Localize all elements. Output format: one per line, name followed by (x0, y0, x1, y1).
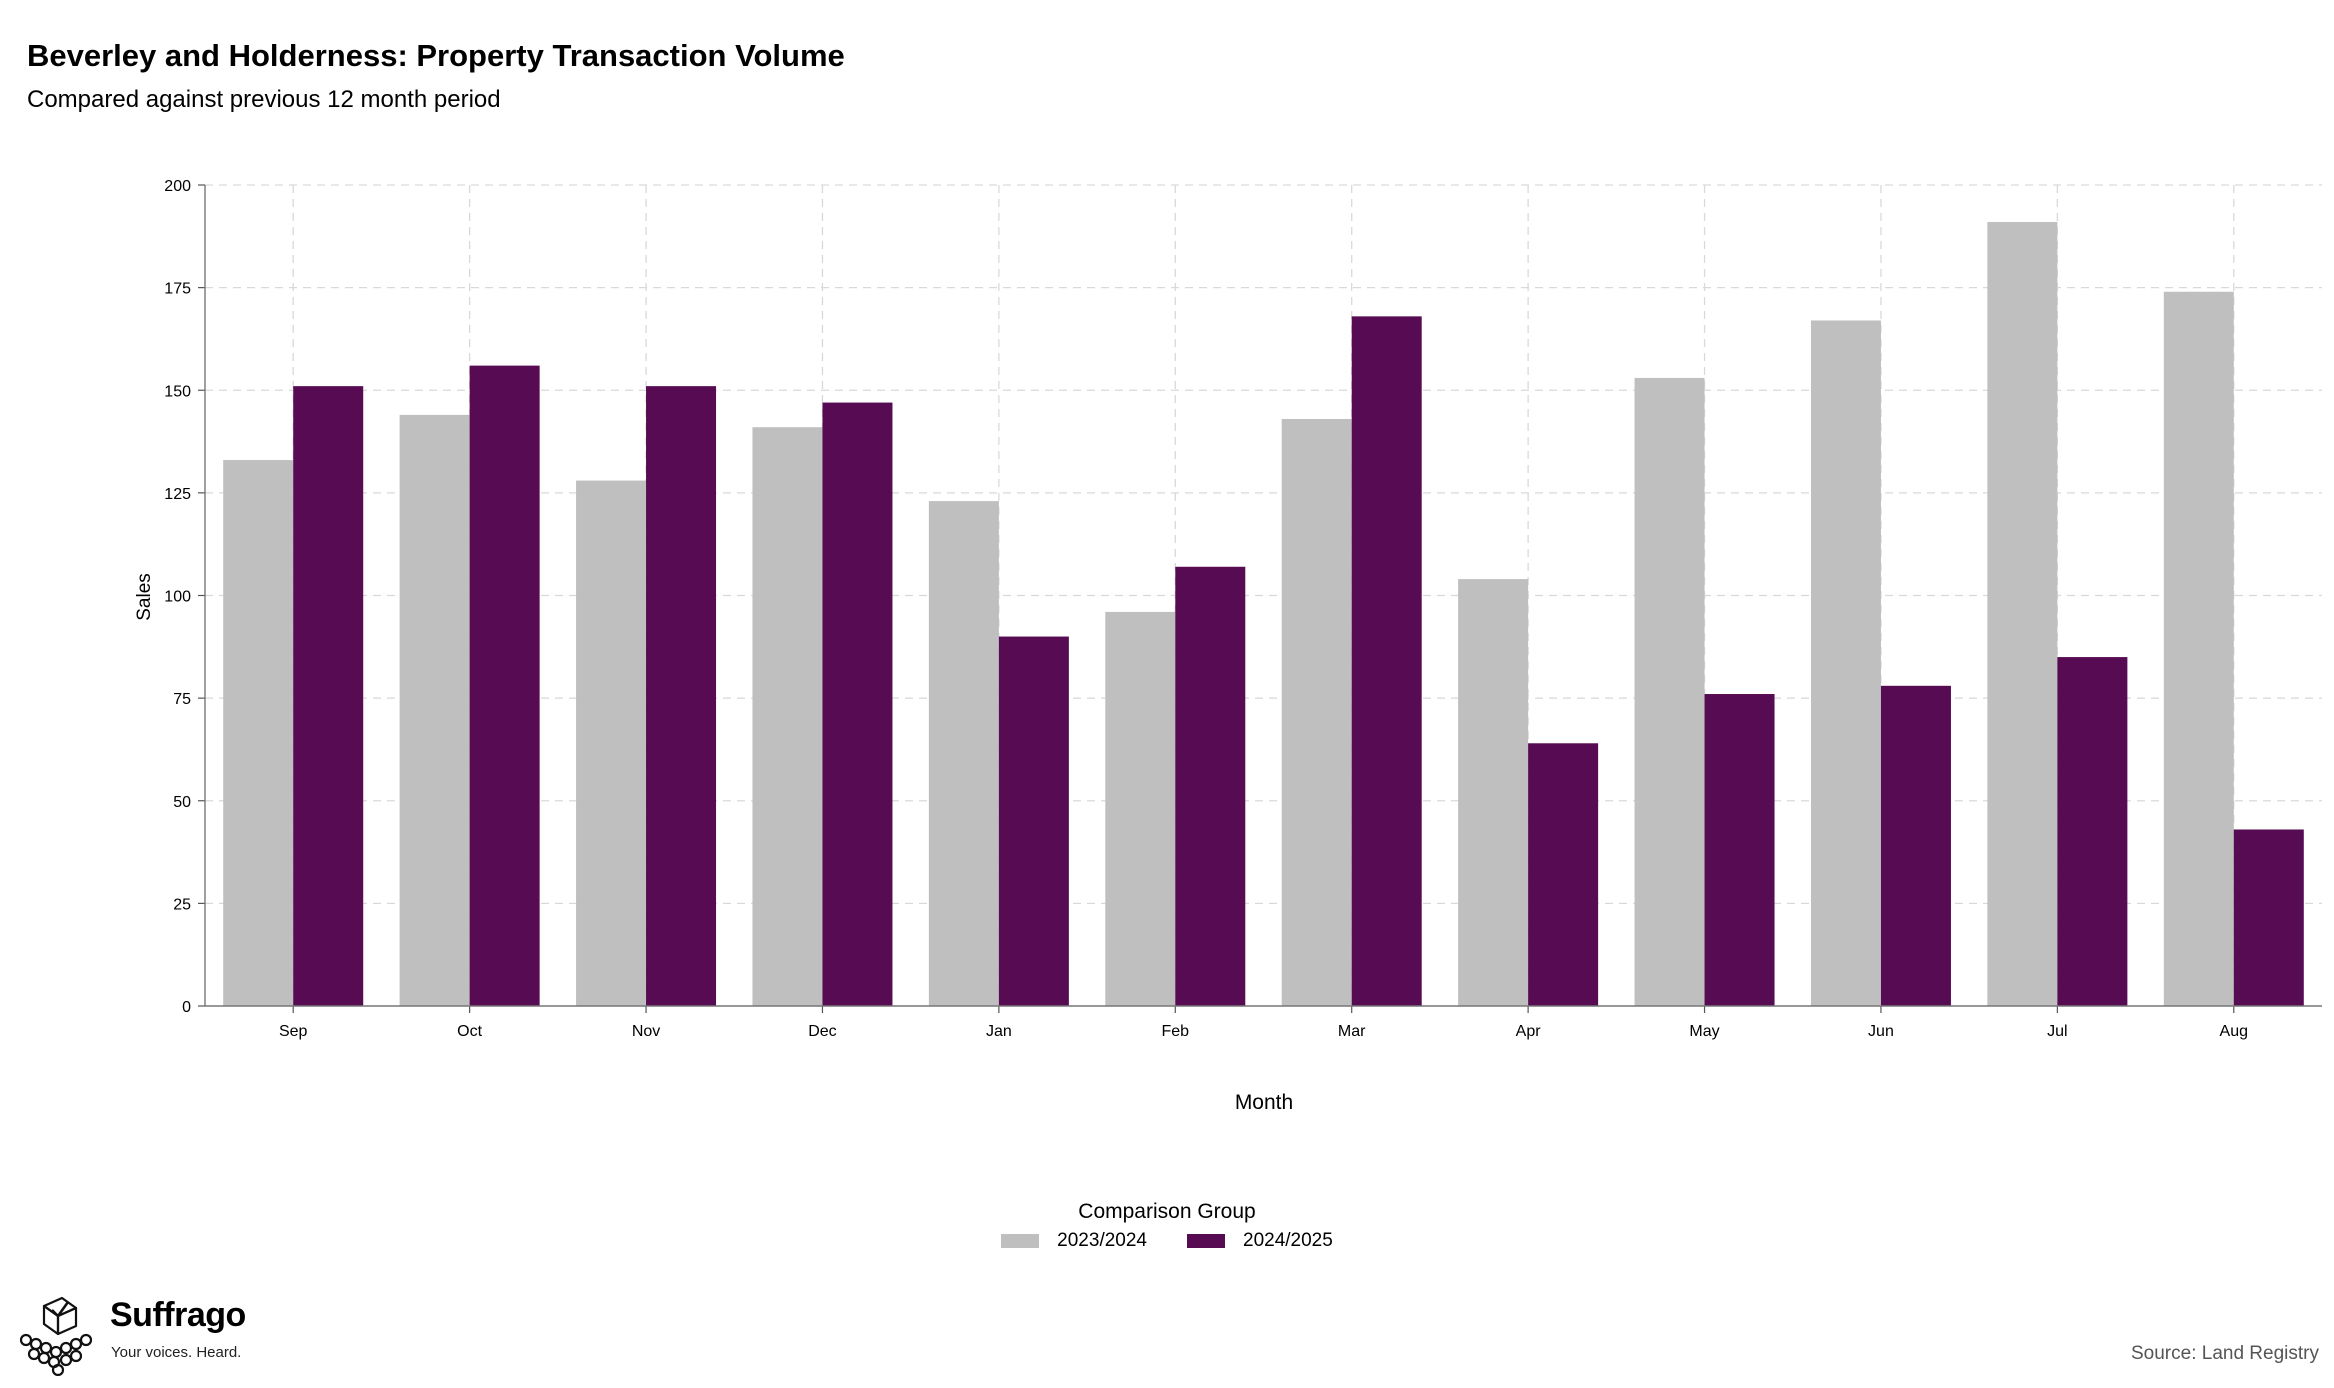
y-tick-label: 125 (164, 486, 191, 503)
x-tick-label: Jul (2047, 1023, 2067, 1040)
brand-tagline: Your voices. Heard. (111, 1344, 242, 1361)
bar-2024-2025-aug (2233, 829, 2304, 1006)
bar-2023-2024-oct (399, 414, 470, 1006)
x-tick-label: Aug (2220, 1023, 2248, 1040)
legend-swatch-2024-2025 (1187, 1234, 1225, 1248)
legend: Comparison Group 2023/2024 2024/2025 (0, 1200, 2334, 1253)
legend-label-2023-2024: 2023/2024 (1057, 1230, 1147, 1251)
legend-label-2024-2025: 2024/2025 (1243, 1230, 1333, 1251)
bar-2023-2024-jun (1810, 320, 1881, 1007)
legend-title: Comparison Group (1078, 1200, 1256, 1223)
bar-2024-2025-mar (1351, 316, 1422, 1006)
bar-2023-2024-may (1634, 377, 1705, 1006)
y-tick-label: 200 (164, 178, 191, 195)
bar-2023-2024-apr (1458, 579, 1529, 1006)
x-tick-label: May (1689, 1023, 1719, 1040)
bar-2024-2025-apr (1528, 743, 1599, 1006)
x-tick-label: Dec (808, 1023, 836, 1040)
brand-logo: Suffrago Your voices. Heard. (14, 1296, 274, 1376)
x-axis-label: Month (1235, 1091, 1293, 1114)
bar-2023-2024-jan (928, 501, 999, 1006)
y-axis-label: Sales (134, 573, 155, 621)
chart-title: Beverley and Holderness: Property Transa… (27, 38, 845, 73)
bar-2024-2025-jan (998, 636, 1069, 1006)
x-tick-label: Oct (457, 1023, 482, 1040)
x-tick-label: Nov (632, 1023, 660, 1040)
bar-2023-2024-aug (2163, 291, 2234, 1007)
chart-subtitle: Compared against previous 12 month perio… (27, 86, 501, 113)
y-tick-label: 75 (173, 691, 191, 708)
x-tick-label: Jun (1868, 1023, 1894, 1040)
brand-name: Suffrago (110, 1296, 246, 1334)
bar-2024-2025-sep (293, 386, 364, 1006)
bar-2024-2025-jul (2057, 657, 2128, 1006)
bar-2023-2024-mar (1281, 418, 1352, 1006)
y-tick-label: 175 (164, 281, 191, 298)
bar-chart: 0 25 50 75 100 125 150 175 200 Sep Oct Nov Dec Jan Feb… (134, 178, 2322, 1114)
source-note: Source: Land Registry (2131, 1343, 2319, 1364)
bar-2023-2024-feb (1105, 611, 1176, 1006)
x-tick-label: Apr (1516, 1023, 1542, 1040)
x-tick-label: Jan (986, 1023, 1012, 1040)
bar-2024-2025-dec (822, 402, 893, 1006)
bar-2023-2024-sep (223, 460, 294, 1006)
bar-2023-2024-dec (752, 427, 823, 1006)
bar-2024-2025-nov (646, 386, 717, 1006)
bar-2024-2025-may (1704, 694, 1775, 1006)
bar-2024-2025-feb (1175, 566, 1246, 1006)
legend-item-2023-2024: 2023/2024 (1001, 1230, 1147, 1252)
x-tick-label: Mar (1338, 1023, 1366, 1040)
bar-2023-2024-nov (576, 480, 647, 1006)
y-tick-label: 50 (173, 794, 191, 811)
bar-2024-2025-oct (469, 365, 540, 1006)
bar-2023-2024-jul (1987, 221, 2058, 1006)
legend-item-2024-2025: 2024/2025 (1187, 1230, 1333, 1252)
x-tick-label: Feb (1162, 1023, 1190, 1040)
x-tick-label: Sep (279, 1023, 308, 1040)
legend-swatch-2023-2024 (1001, 1234, 1040, 1248)
axes (198, 184, 2322, 1013)
y-tick-label: 0 (182, 999, 191, 1016)
y-tick-label: 150 (164, 383, 191, 400)
bar-2024-2025-jun (1880, 685, 1951, 1006)
ballot-box-icon (19, 1296, 93, 1376)
y-tick-label: 100 (164, 589, 191, 606)
y-tick-label: 25 (173, 896, 191, 913)
bars (223, 221, 2304, 1007)
tick-labels: 0 25 50 75 100 125 150 175 200 Sep Oct Nov Dec Jan Feb… (164, 178, 2248, 1040)
